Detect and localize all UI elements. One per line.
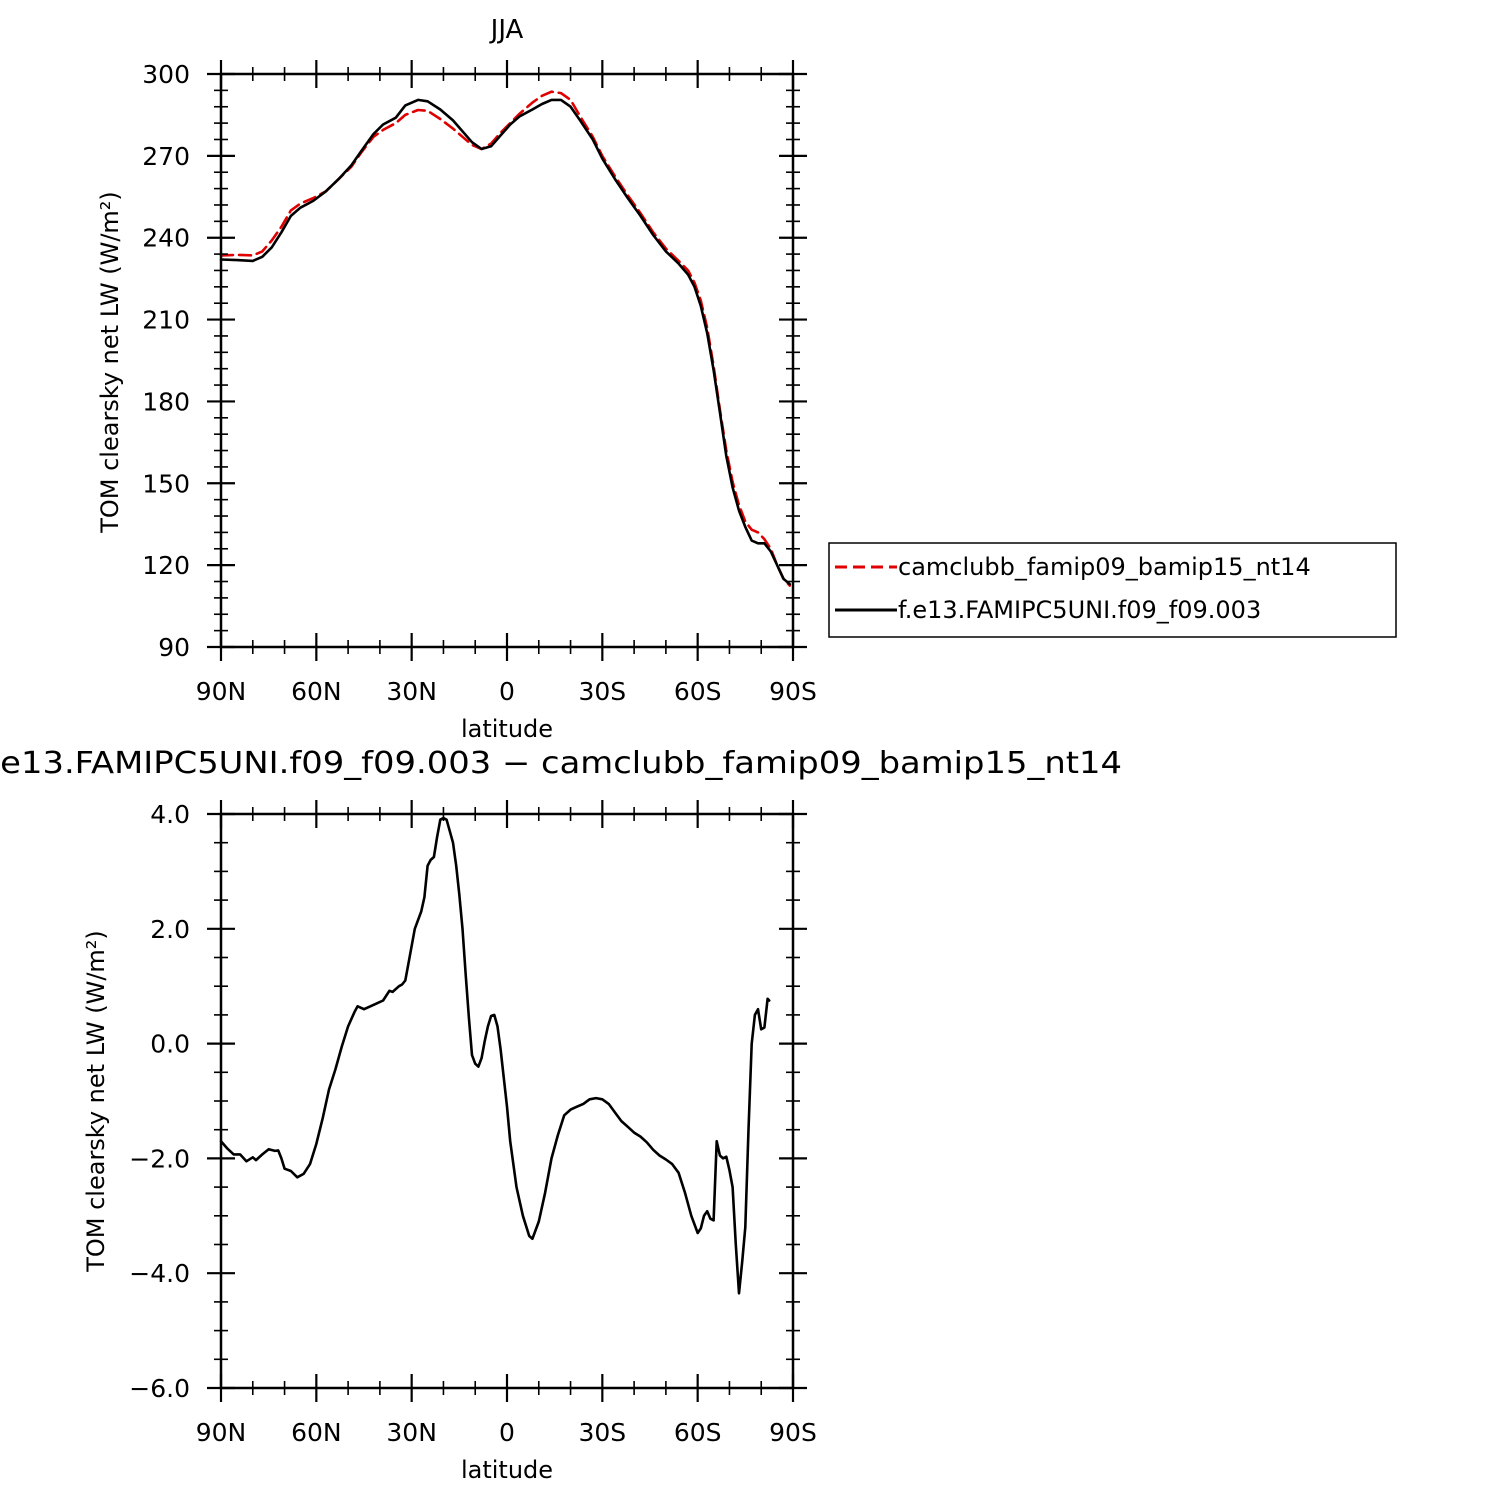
top-x-tick-label: 60S bbox=[674, 677, 722, 706]
bot-x-tick-label: 90N bbox=[196, 1418, 247, 1447]
top-x-tick-label: 90S bbox=[769, 677, 817, 706]
legend-label-0: camclubb_famip09_bamip15_nt14 bbox=[898, 553, 1311, 581]
bottom-y-axis-title: TOM clearsky net LW (W/m²) bbox=[82, 930, 110, 1273]
top-x-tick-label: 0 bbox=[499, 677, 515, 706]
bot-x-tick-label: 60N bbox=[291, 1418, 342, 1447]
top-chart-title: JJA bbox=[489, 15, 524, 45]
legend-box bbox=[828, 542, 1397, 638]
bot-y-tick-label: −4.0 bbox=[129, 1259, 190, 1288]
top-chart: JJA 90N 60N 30N 0 30S 60S 90S 90 120 150 180 210 24… bbox=[96, 15, 1397, 743]
top-y-tick-label: 120 bbox=[142, 551, 190, 580]
bottom-chart-title: f.e13.FAMIPC5UNI.f09_f09.003 − camclubb_… bbox=[0, 746, 1122, 781]
top-x-axis-title: latitude bbox=[461, 715, 553, 743]
bot-x-tick-label: 30S bbox=[578, 1418, 626, 1447]
bottom-y-tick-labels: 4.0 2.0 0.0 −2.0 −4.0 −6.0 bbox=[129, 800, 190, 1403]
bot-x-tick-label: 60S bbox=[674, 1418, 722, 1447]
top-series-line-1 bbox=[219, 98, 792, 586]
legend: camclubb_famip09_bamip15_nt14 f.e13.FAMI… bbox=[828, 542, 1397, 638]
bottom-x-tick-labels: 90N 60N 30N 0 30S 60S 90S bbox=[196, 1418, 817, 1447]
top-y-tick-label: 90 bbox=[158, 633, 190, 662]
top-y-tick-labels: 90 120 150 180 210 240 270 300 bbox=[142, 60, 190, 662]
top-y-tick-label: 240 bbox=[142, 224, 190, 253]
bottom-tick-marks bbox=[207, 800, 807, 1402]
bot-x-tick-label: 90S bbox=[769, 1418, 817, 1447]
bottom-chart: f.e13.FAMIPC5UNI.f09_f09.003 − camclubb_… bbox=[0, 746, 1122, 1484]
top-y-tick-label: 210 bbox=[142, 306, 190, 335]
bot-y-tick-label: −6.0 bbox=[129, 1374, 190, 1403]
bottom-series-layer bbox=[219, 816, 771, 1295]
bottom-x-axis-title: latitude bbox=[461, 1456, 553, 1484]
top-x-tick-label: 30S bbox=[578, 677, 626, 706]
top-tick-marks bbox=[207, 60, 807, 661]
bot-x-tick-label: 0 bbox=[499, 1418, 515, 1447]
top-x-tick-label: 60N bbox=[291, 677, 342, 706]
bot-y-tick-label: 4.0 bbox=[150, 800, 190, 829]
top-x-tick-labels: 90N 60N 30N 0 30S 60S 90S bbox=[196, 677, 817, 706]
top-x-tick-label: 90N bbox=[196, 677, 247, 706]
bot-y-tick-label: −2.0 bbox=[129, 1144, 190, 1173]
top-y-tick-label: 150 bbox=[142, 469, 190, 498]
top-y-axis-title: TOM clearsky net LW (W/m²) bbox=[96, 191, 124, 534]
top-series-line-0 bbox=[219, 90, 792, 587]
top-x-tick-label: 30N bbox=[386, 677, 437, 706]
top-y-tick-label: 300 bbox=[142, 60, 190, 89]
bot-series-line-0 bbox=[219, 816, 771, 1295]
bot-x-tick-label: 30N bbox=[386, 1418, 437, 1447]
top-series-layer bbox=[219, 90, 792, 587]
top-y-tick-label: 270 bbox=[142, 142, 190, 171]
top-plot-frame bbox=[219, 72, 795, 649]
legend-label-1: f.e13.FAMIPC5UNI.f09_f09.003 bbox=[898, 596, 1261, 624]
bot-y-tick-label: 2.0 bbox=[150, 915, 190, 944]
top-y-tick-label: 180 bbox=[142, 387, 190, 416]
bot-y-tick-label: 0.0 bbox=[150, 1030, 190, 1059]
